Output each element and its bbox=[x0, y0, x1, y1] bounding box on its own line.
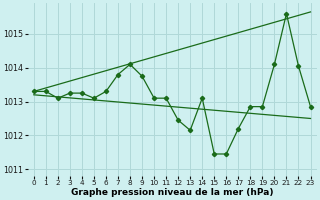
X-axis label: Graphe pression niveau de la mer (hPa): Graphe pression niveau de la mer (hPa) bbox=[71, 188, 273, 197]
